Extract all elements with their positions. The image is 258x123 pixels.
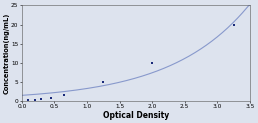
- Y-axis label: Concentration(ng/mL): Concentration(ng/mL): [3, 12, 10, 94]
- X-axis label: Optical Density: Optical Density: [103, 111, 169, 120]
